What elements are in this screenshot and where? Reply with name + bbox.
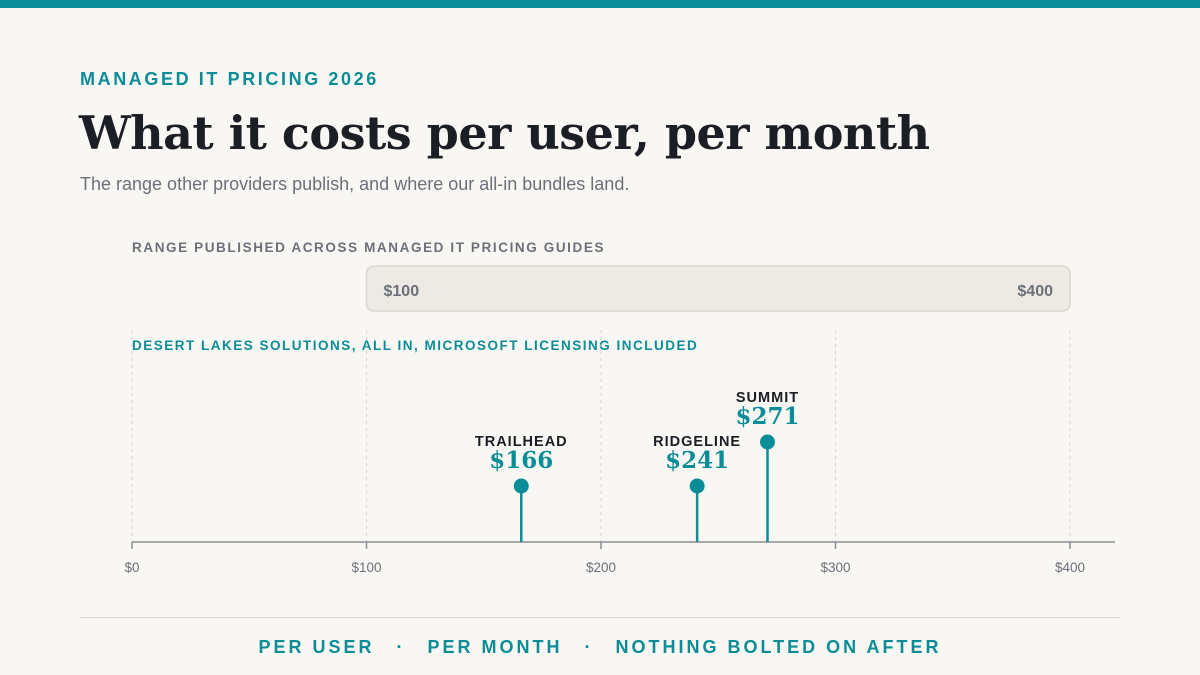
point-name-ridgeline: RIDGELINE: [653, 434, 741, 450]
page-subtitle: The range other providers publish, and w…: [80, 174, 630, 194]
page-title: What it costs per user, per month: [79, 106, 930, 160]
point-name-trailhead: TRAILHEAD: [475, 434, 568, 450]
footer-divider: [80, 617, 1120, 618]
footer-item-nothing-bolted: NOTHING BOLTED ON AFTER: [615, 637, 942, 657]
lollipop-dot-ridgeline: [689, 478, 705, 494]
value-label-ridgeline: $241: [665, 447, 729, 474]
footer-item-per-month: PER MONTH: [427, 637, 563, 657]
lollipop-dot-summit: [759, 434, 775, 450]
range-section-label: RANGE PUBLISHED ACROSS MANAGED IT PRICIN…: [132, 240, 605, 255]
x-tick-label: $300: [820, 560, 850, 575]
value-label-trailhead: $166: [489, 447, 553, 474]
top-accent-bar: [0, 0, 1200, 8]
footer-tagline: PER USER · PER MONTH · NOTHING BOLTED ON AFT…: [0, 637, 1200, 658]
x-tick-label: $0: [124, 560, 139, 575]
range-low-label: $100: [384, 283, 420, 300]
eyebrow-label: MANAGED IT PRICING 2026: [80, 69, 379, 89]
x-tick-label: $200: [586, 560, 616, 575]
point-name-summit: SUMMIT: [736, 390, 799, 406]
lollipop-dot-trailhead: [513, 478, 529, 494]
range-high-label: $400: [1017, 283, 1053, 300]
x-tick-label: $100: [351, 560, 381, 575]
footer-separator: ·: [396, 637, 406, 657]
published-range-band: [365, 265, 1071, 312]
series-label: DESERT LAKES SOLUTIONS, ALL IN, MICROSOF…: [132, 338, 698, 353]
value-label-summit: $271: [735, 403, 799, 430]
footer-item-per-user: PER USER: [258, 637, 375, 657]
x-tick-label: $400: [1055, 560, 1085, 575]
footer-separator: ·: [584, 637, 594, 657]
